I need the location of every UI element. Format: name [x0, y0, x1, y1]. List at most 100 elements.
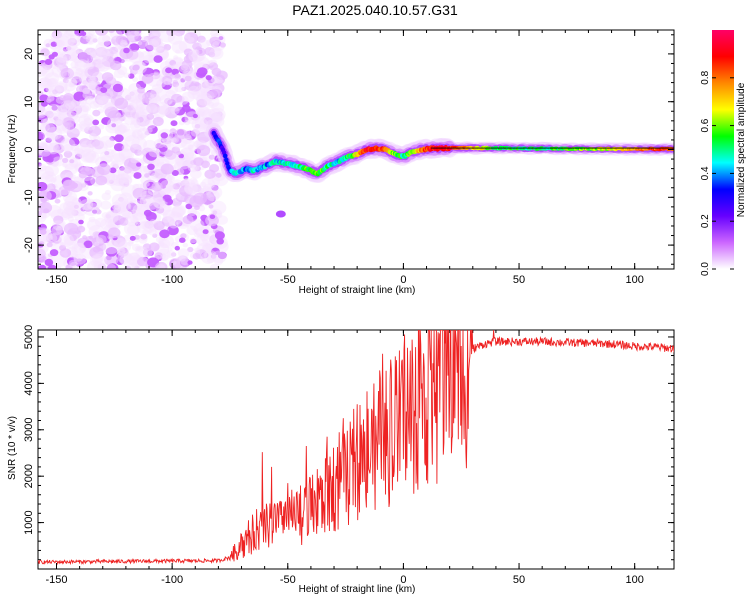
noise-blob [123, 72, 131, 79]
noise-blob [104, 254, 119, 266]
noise-blob [135, 103, 151, 117]
noise-blob [53, 143, 65, 154]
noise-blob [125, 215, 131, 220]
noise-blob [140, 157, 149, 165]
noise-blob [198, 188, 205, 193]
noise-blob [68, 259, 78, 268]
noise-blob [94, 241, 100, 246]
noise-blob [64, 89, 71, 94]
noise-blob [170, 120, 178, 127]
noise-blob [55, 225, 66, 234]
noise-blob [103, 173, 120, 186]
noise-blob [64, 195, 78, 207]
noise-blob [129, 235, 136, 241]
noise-blob [126, 202, 138, 212]
noise-blob [166, 250, 176, 258]
noise-blob [115, 30, 126, 35]
noise-blob [127, 241, 134, 247]
noise-blob [152, 116, 164, 127]
noise-blob [196, 98, 208, 108]
noise-blob [49, 249, 59, 257]
noise-blob [79, 123, 91, 133]
noise-blob [176, 151, 181, 156]
noise-blob [90, 140, 108, 155]
noise-blob [98, 135, 115, 149]
noise-blob [126, 92, 138, 102]
noise-blob [96, 234, 107, 244]
noise-blob [213, 257, 224, 266]
noise-blob [88, 47, 98, 55]
noise-blob [125, 215, 139, 227]
x-tick-label: 50 [513, 574, 525, 586]
snr-frame [37, 329, 675, 570]
noise-blob [113, 69, 125, 79]
noise-blob [61, 208, 75, 219]
noise-blob [113, 143, 124, 152]
noise-blob [89, 133, 97, 140]
noise-blob [90, 49, 108, 64]
noise-blob [66, 46, 72, 51]
noise-blob [69, 82, 75, 88]
noise-blob [92, 71, 104, 82]
x-tick-label: -50 [280, 574, 296, 586]
noise-blob [185, 203, 193, 210]
noise-blob [114, 97, 129, 110]
noise-blob [63, 201, 76, 212]
noise-blob [107, 227, 121, 238]
noise-blob [43, 87, 49, 93]
noise-blob [170, 106, 180, 115]
noise-blob [74, 212, 85, 222]
noise-blob [97, 263, 107, 269]
noise-blob [145, 44, 154, 52]
noise-blob [137, 127, 149, 138]
noise-blob [48, 85, 62, 97]
noise-blob [135, 246, 148, 257]
noise-blob [165, 188, 172, 194]
noise-blob [127, 196, 137, 204]
noise-blob [95, 209, 102, 215]
x-tick-label: -150 [45, 274, 67, 286]
noise-blob [40, 142, 47, 148]
noise-blob [38, 264, 47, 269]
noise-blob [38, 190, 52, 202]
noise-blob [78, 171, 87, 179]
noise-blob [160, 254, 169, 262]
noise-blob [118, 197, 124, 202]
noise-blob [189, 169, 202, 179]
noise-blob [161, 216, 175, 227]
y-tick-label: 20 [23, 48, 35, 60]
noise-blob [59, 202, 72, 213]
noise-blob [70, 174, 77, 179]
noise-blob [116, 112, 122, 118]
noise-blob [153, 106, 167, 118]
noise-blob [127, 30, 142, 43]
noise-blob [101, 72, 114, 82]
noise-blob [63, 53, 72, 61]
noise-blob [147, 50, 156, 57]
noise-blob [209, 200, 227, 215]
noise-blob [184, 183, 199, 196]
noise-blob [131, 137, 147, 151]
noise-blob [171, 137, 177, 143]
noise-blob [128, 73, 135, 79]
x-tick-label: 50 [513, 274, 525, 286]
noise-blob [82, 87, 91, 95]
noise-blob [55, 39, 65, 48]
noise-blob [142, 229, 149, 235]
y-tick-label: -10 [23, 189, 35, 205]
noise-blob [119, 253, 135, 266]
noise-blob [53, 57, 67, 68]
noise-blob [38, 165, 54, 180]
noise-blob [64, 206, 75, 216]
noise-blob [192, 184, 202, 193]
noise-blob [114, 129, 122, 136]
noise-blob [52, 89, 58, 95]
noise-blob [41, 142, 54, 153]
noise-blob [190, 179, 199, 186]
noise-blob [194, 247, 201, 253]
noise-blob [158, 30, 176, 43]
colorbar-tick-label: 0.8 [700, 70, 711, 84]
noise-blob [134, 96, 142, 103]
noise-blob [158, 30, 166, 34]
noise-blob [78, 219, 84, 225]
